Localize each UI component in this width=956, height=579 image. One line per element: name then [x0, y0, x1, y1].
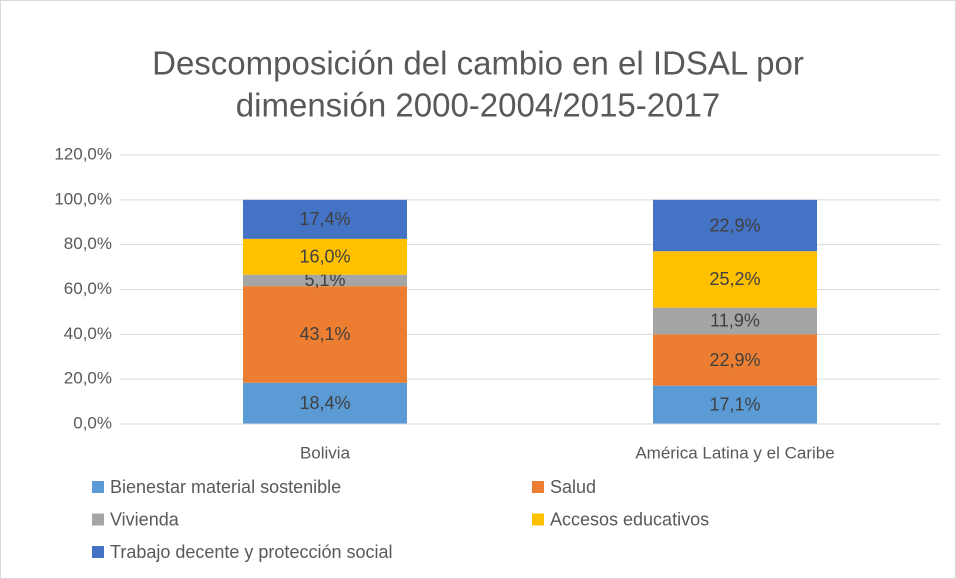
bar-segment: [653, 307, 817, 335]
data-label: 22,9%: [709, 215, 760, 235]
data-label: 22,9%: [709, 350, 760, 370]
data-label: 5,1%: [304, 270, 345, 290]
legend-label: Bienestar material sostenible: [110, 477, 341, 497]
legend-label: Vivienda: [110, 509, 180, 529]
legend-label: Accesos educativos: [550, 509, 709, 529]
y-tick-label: 0,0%: [73, 413, 112, 432]
legend-swatch: [92, 513, 104, 526]
bar-segment: [653, 334, 817, 386]
y-tick-label: 100,0%: [54, 189, 112, 208]
x-tick-label: Bolivia: [300, 443, 351, 462]
data-label: 11,9%: [710, 311, 760, 331]
data-label: 43,1%: [299, 324, 350, 344]
data-label: 25,2%: [709, 269, 760, 289]
bar-segment: [243, 199, 407, 239]
y-tick-label: 60,0%: [64, 279, 112, 298]
legend-label: Trabajo decente y protección social: [110, 542, 393, 562]
bar-segment: [243, 238, 407, 275]
legend-swatch: [92, 481, 104, 493]
x-tick-label: América Latina y el Caribe: [635, 443, 834, 462]
chart-title: Descomposición del cambio en el IDSAL po…: [152, 45, 804, 82]
bar-segment: [653, 199, 817, 252]
data-label: 17,4%: [299, 209, 350, 229]
data-label: 17,1%: [709, 395, 760, 415]
legend-swatch: [532, 481, 544, 493]
bar-segment: [653, 251, 817, 308]
y-tick-label: 20,0%: [64, 369, 112, 388]
legend-swatch: [92, 546, 104, 558]
bar-segment: [243, 286, 407, 383]
chart-title: dimensión 2000-2004/2015-2017: [236, 87, 720, 124]
y-tick-label: 80,0%: [64, 234, 112, 253]
legend-swatch: [532, 513, 544, 526]
bar-segment: [243, 382, 407, 424]
data-label: 16,0%: [299, 247, 350, 267]
data-label: 18,4%: [299, 393, 350, 413]
y-tick-label: 120,0%: [54, 144, 112, 163]
y-tick-label: 40,0%: [64, 324, 112, 343]
legend-label: Salud: [550, 477, 596, 497]
bar-segment: [653, 385, 817, 424]
bar-segment: [243, 274, 407, 287]
